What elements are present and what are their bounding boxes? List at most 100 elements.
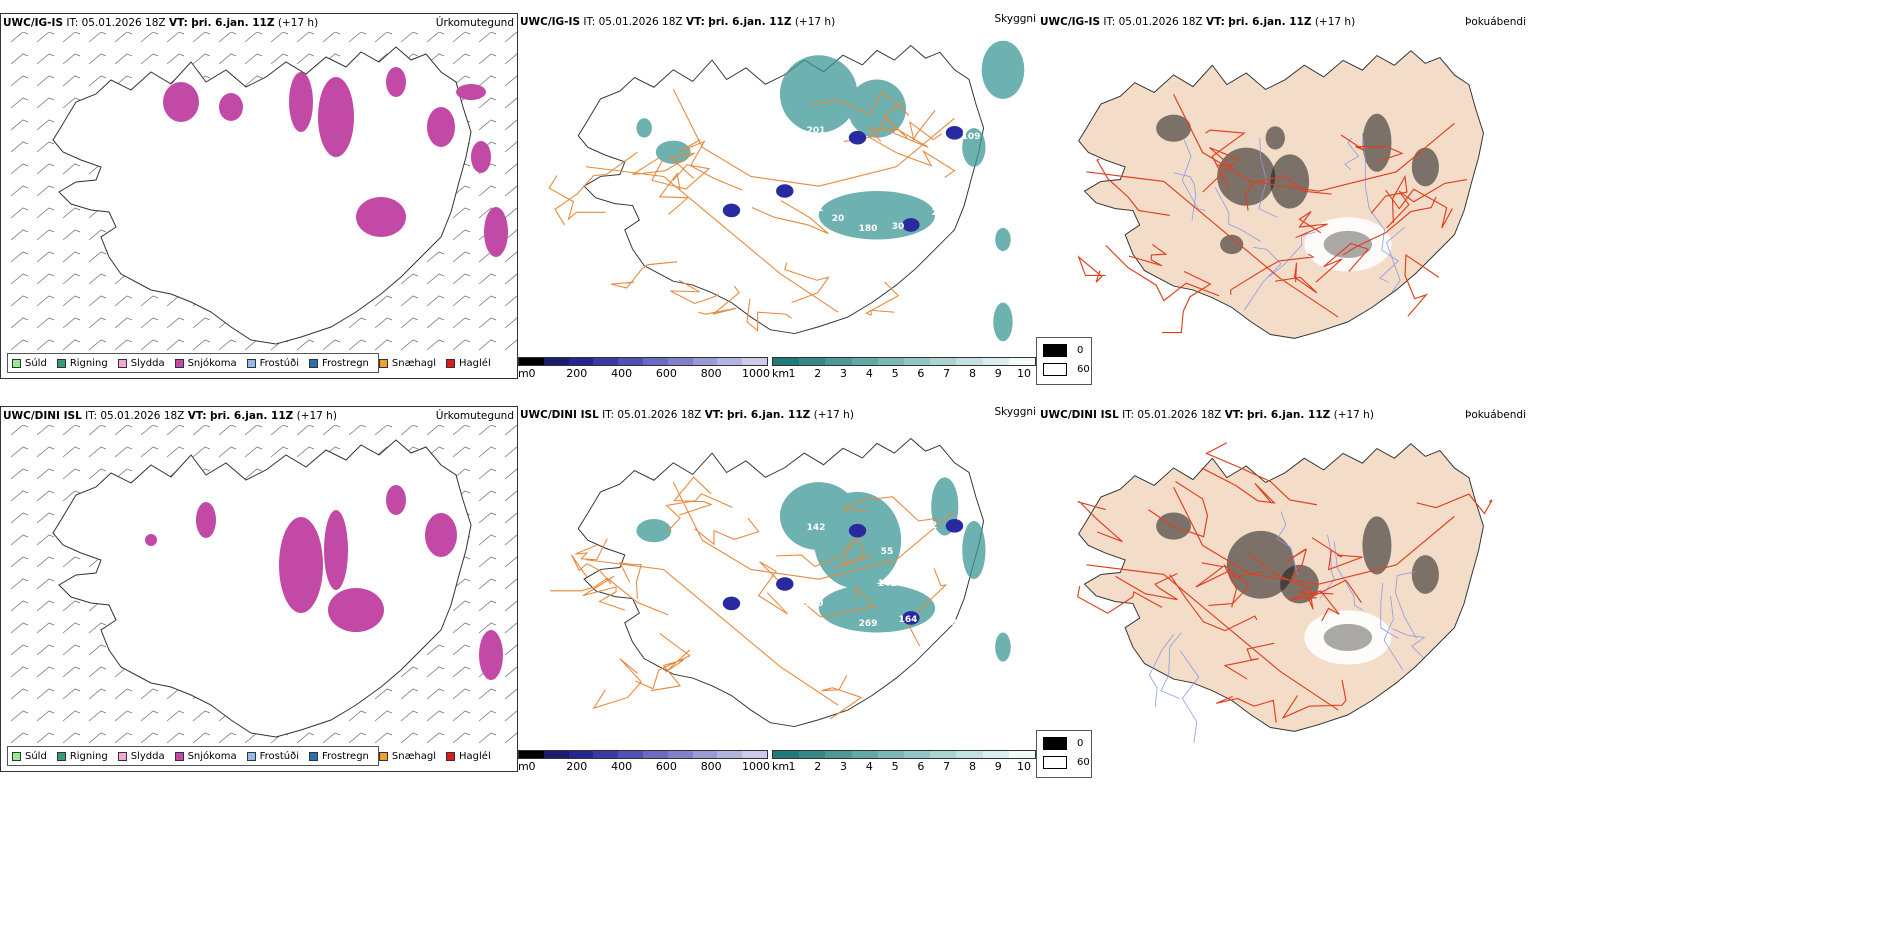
cloud-legend-row1: 0 60 xyxy=(1036,337,1092,385)
legend-item: Snæhagl xyxy=(378,357,437,369)
legend-item: Snjókoma xyxy=(174,751,237,762)
colorbar-segment xyxy=(618,358,643,365)
colorbar-tick: 1000 xyxy=(742,760,770,773)
legend-swatch xyxy=(378,751,388,761)
legend-label: Rigning xyxy=(69,357,108,369)
height-label: 114 xyxy=(938,619,958,629)
lead-time: (+17 h) xyxy=(296,410,337,422)
cloud-legend-swatch xyxy=(1043,363,1067,376)
fog-panel-label: Þokuábendi xyxy=(1465,16,1526,28)
colorbar-segment xyxy=(773,751,800,758)
precip-map xyxy=(10,425,517,744)
colorbar-segment xyxy=(667,358,693,365)
colorbar-tick: 6 xyxy=(917,367,925,380)
legend-swatch xyxy=(174,751,184,761)
legend-swatch xyxy=(56,751,66,761)
visibility-map xyxy=(550,437,1011,728)
colorbar-segment xyxy=(519,358,544,365)
height-unit: m xyxy=(518,760,529,773)
colorbar-tick: 7 xyxy=(943,367,951,380)
height-label: 450 xyxy=(726,527,746,537)
colorbar-tick: 4 xyxy=(865,367,873,380)
colorbar-segment xyxy=(799,751,826,758)
height-label: 55 xyxy=(880,547,894,557)
colorbar-tick: 400 xyxy=(611,760,633,773)
fog-panel-label: Þokuábendi xyxy=(1465,409,1526,421)
colorbar-segment xyxy=(568,751,594,758)
cloud-legend-label: 0 xyxy=(1077,738,1084,749)
precip-type-legend: Súld Rigning Slydda Snjókoma Frostúði Frostre… xyxy=(7,746,491,766)
colorbar-segment xyxy=(903,751,931,758)
colorbar-tick: 6 xyxy=(917,760,925,773)
legend-label: Frostregn xyxy=(322,357,369,369)
colorbar-tick: 9 xyxy=(994,367,1002,380)
colorbar-segment xyxy=(930,751,957,758)
panel-title: UWC/DINI ISL IT: 05.01.2026 18Z VT: þri.… xyxy=(520,409,854,421)
colorbar-tick: 400 xyxy=(611,367,633,380)
colorbar-tick: 600 xyxy=(655,367,677,380)
colorbar-segment xyxy=(742,751,767,758)
colorbar-segment xyxy=(618,751,643,758)
legend-item: Haglél xyxy=(446,358,491,369)
colorbar-segment xyxy=(956,358,983,365)
height-label: 15 xyxy=(673,569,687,579)
legend-label: Frostúði xyxy=(259,750,299,762)
colorbar-segment xyxy=(593,358,619,365)
cloud-legend-label: 60 xyxy=(1077,757,1090,768)
legend-swatch xyxy=(446,751,456,761)
precip-panel-label: Úrkomutegund xyxy=(435,17,514,29)
vt-prefix: VT: xyxy=(168,17,188,29)
legend-swatch xyxy=(174,358,184,368)
legend-label: Haglél xyxy=(459,750,491,762)
legend-item: Rigning xyxy=(56,357,108,369)
colorbar-segment xyxy=(851,358,878,365)
legend-item: Snjókoma xyxy=(174,358,237,369)
height-label: 109 xyxy=(961,132,981,142)
colorbar-tick: 1 xyxy=(788,367,796,380)
legend-swatch xyxy=(117,358,127,368)
height-label: 269 xyxy=(858,619,878,629)
colorbar-segment xyxy=(692,358,718,365)
colorbar-tick: 0 xyxy=(528,760,536,773)
height-colorbar-row2: m 0 200 400 600 800 1000 xyxy=(518,750,770,773)
height-label: 22 xyxy=(808,619,822,629)
colorbar-segment xyxy=(825,751,852,758)
visibility-unit: km xyxy=(772,367,790,380)
legend-swatch xyxy=(56,358,66,368)
legend-label: Rigning xyxy=(69,750,108,762)
colorbar-segment xyxy=(519,751,544,758)
visibility-colorbar-row2: km 1 2 3 4 5 6 7 8 9 10 xyxy=(772,750,1036,773)
colorbar-segment xyxy=(851,751,878,758)
height-label: 22 xyxy=(924,521,938,531)
legend-item: Súld xyxy=(12,751,47,762)
height-label: 141 xyxy=(804,204,824,214)
colorbar-segment xyxy=(568,358,594,365)
height-label: 120 xyxy=(804,599,824,609)
colorbar-segment xyxy=(903,358,931,365)
legend-label: Snæhagl xyxy=(391,357,437,369)
legend-swatch xyxy=(12,358,21,368)
legend-item: Slydda xyxy=(117,750,165,762)
colorbar-segment xyxy=(642,751,668,758)
height-colorbar-row1: m 0 200 400 600 800 1000 xyxy=(518,357,770,380)
precip-panel-row2: UWC/DINI ISL IT: 05.01.2026 18Z VT: þri.… xyxy=(0,406,518,772)
height-label: 142 xyxy=(806,523,826,533)
legend-label: Slydda xyxy=(130,750,165,762)
colorbar-tick: 9 xyxy=(994,760,1002,773)
colorbar-segment xyxy=(982,358,1009,365)
colorbar-segment xyxy=(799,358,826,365)
legend-item: Snæhagl xyxy=(378,751,436,762)
snow-areas xyxy=(145,485,503,680)
legend-label: Súld xyxy=(25,357,47,369)
colorbar-segment xyxy=(982,751,1009,758)
legend-item: Haglél xyxy=(446,751,491,762)
colorbar-segment xyxy=(877,751,904,758)
cloud-legend-item: 0 xyxy=(1043,344,1083,357)
colorbar-tick: 5 xyxy=(891,760,899,773)
model-name: UWC/IG-IS xyxy=(3,17,64,29)
colorbar-tick: 800 xyxy=(700,760,722,773)
colorbar-tick: 2 xyxy=(814,760,822,773)
colorbar-tick: 1000 xyxy=(742,367,770,380)
legend-swatch xyxy=(12,751,21,761)
init-time: IT: 05.01.2026 18Z xyxy=(85,410,185,422)
